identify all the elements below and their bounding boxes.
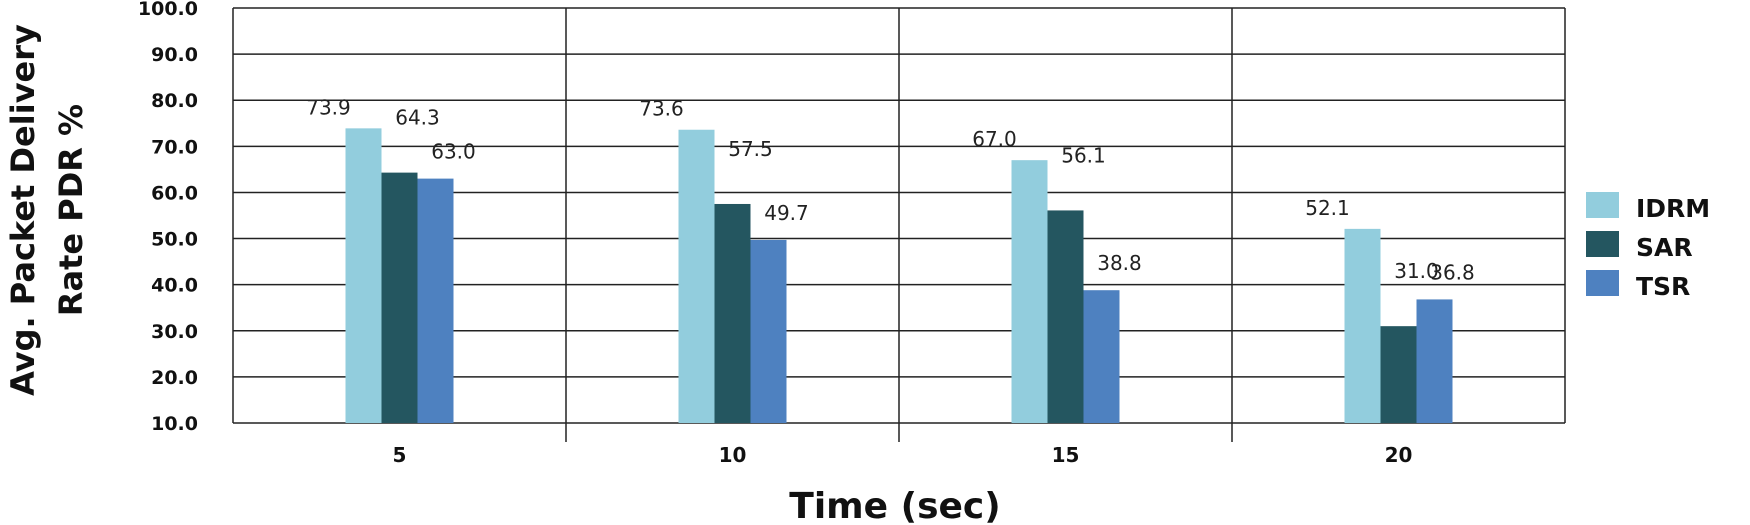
bar-sar-5 (381, 172, 418, 423)
data-label-tsr-15: 38.8 (1097, 251, 1142, 275)
x-tick-label: 15 (1052, 443, 1080, 467)
y-tick-label: 20.0 (151, 367, 198, 389)
data-label-tsr-20: 36.8 (1430, 260, 1475, 284)
bar-tsr-10 (750, 239, 787, 423)
data-label-sar-5: 64.3 (395, 106, 440, 130)
y-axis-title-line-2: Rate PDR % (52, 104, 90, 316)
x-axis-title: Time (sec) (789, 486, 1000, 525)
bar-idrm-15 (1011, 160, 1048, 423)
y-tick-label: 60.0 (151, 182, 198, 204)
y-tick-label: 50.0 (151, 229, 198, 251)
legend: IDRM SAR TSR (1586, 192, 1710, 301)
y-tick-labels: 10.0 20.0 30.0 40.0 50.0 60.0 70.0 80.0 90.0 100.… (138, 0, 198, 435)
bar-sar-20 (1380, 326, 1417, 423)
x-tick-label: 20 (1385, 443, 1413, 467)
data-label-sar-20: 31.0 (1394, 259, 1439, 283)
y-tick-label: 80.0 (151, 90, 198, 112)
x-tick-label: 5 (393, 443, 407, 467)
legend-swatch-idrm (1586, 192, 1619, 218)
y-tick-label: 90.0 (151, 44, 198, 66)
y-tick-label: 40.0 (151, 275, 198, 297)
data-label-sar-10: 57.5 (728, 137, 773, 161)
data-label-tsr-10: 49.7 (764, 201, 809, 225)
bar-tsr-5 (417, 178, 454, 423)
data-label-idrm-10: 73.6 (639, 97, 684, 121)
data-label-sar-15: 56.1 (1061, 143, 1106, 167)
bar-idrm-20 (1344, 228, 1381, 423)
legend-label-idrm: IDRM (1636, 194, 1710, 223)
bar-tsr-15 (1083, 290, 1120, 423)
y-tick-label: 100.0 (138, 0, 198, 20)
legend-label-sar: SAR (1636, 233, 1693, 262)
legend-swatch-sar (1586, 231, 1619, 257)
data-label-tsr-5: 63.0 (431, 140, 476, 164)
bar-idrm-5 (345, 128, 382, 423)
legend-label-tsr: TSR (1636, 272, 1690, 301)
y-tick-label: 10.0 (151, 413, 198, 435)
bar-tsr-20 (1416, 299, 1453, 423)
grid-lines (232, 7, 1566, 442)
data-label-idrm-15: 67.0 (972, 127, 1017, 151)
data-label-idrm-5: 73.9 (306, 95, 351, 119)
data-labels: 73.9 64.3 63.0 73.6 57.5 49.7 67.0 56.1 38.8 52.1… (306, 95, 1475, 284)
data-label-idrm-20: 52.1 (1305, 196, 1350, 220)
bar-idrm-10 (678, 129, 715, 423)
y-axis-title-line-1: Avg. Packet Delivery (4, 24, 42, 396)
bars (345, 128, 1453, 423)
y-tick-label: 70.0 (151, 136, 198, 158)
x-tick-labels: 5 10 15 20 (393, 443, 1413, 467)
legend-swatch-tsr (1586, 270, 1619, 296)
y-tick-label: 30.0 (151, 321, 198, 343)
bar-sar-15 (1047, 210, 1084, 423)
bar-sar-10 (714, 203, 751, 423)
x-tick-label: 10 (719, 443, 747, 467)
